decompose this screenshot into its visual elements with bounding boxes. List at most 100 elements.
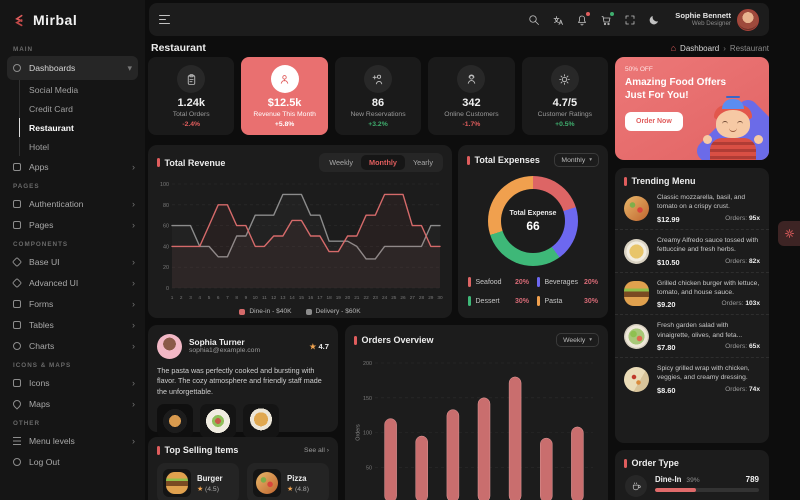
orders-bar-chart: 050100150200OrdersMondayTuesdayWednesday… [345,351,608,500]
notification-badge [585,11,591,16]
tab-weekly[interactable]: Weekly [329,158,354,167]
notifications-bell-icon[interactable] [575,11,591,27]
stat-revenue-month[interactable]: $12.5k Revenue This Month +5.8% [241,57,328,135]
card-title: Order Type [624,458,679,468]
svg-text:8: 8 [235,295,238,300]
star-icon: ★ [309,342,317,351]
svg-text:23: 23 [373,295,379,300]
sidebar-item-base-ui[interactable]: Base UI › [0,251,145,272]
sidebar-item-advanced-ui[interactable]: Advanced UI › [0,272,145,293]
settings-gear-button[interactable] [778,221,800,246]
main-content: Sophie Bennett Web Designer Restaurant ⌂… [145,0,800,500]
total-revenue-card: Total Revenue Weekly Monthly Yearly 0 20 4… [148,145,452,318]
stat-new-reservations[interactable]: 86 New Reservations +3.2% [334,57,422,135]
chevron-right-icon: › [132,198,135,209]
svg-text:19: 19 [336,295,342,300]
stat-total-orders[interactable]: 1.24k Total Orders -2.4% [148,57,235,135]
menu-item-salad[interactable]: Fresh garden salad with vinaigrette, oli… [615,314,769,357]
promo-character-illustration [701,96,765,160]
svg-text:21: 21 [354,295,360,300]
svg-text:18: 18 [326,295,332,300]
customer-review-card: Sophia Turner sophia1@example.com ★ 4.7 … [148,325,338,439]
menu-item-pizza[interactable]: Classic mozzarella, basil, and tomato on… [615,187,769,229]
revenue-period-tabs: Weekly Monthly Yearly [319,153,443,172]
svg-text:100: 100 [160,182,169,188]
sidebar-item-forms[interactable]: Forms › [0,293,145,314]
brand-name: Mirbal [33,12,78,28]
stat-online-customers[interactable]: 342 Online Customers -1.7% [428,57,515,135]
language-icon[interactable] [551,13,565,27]
tab-yearly[interactable]: Yearly [412,158,433,167]
icons-icon [13,378,21,387]
sidebar-item-credit-card[interactable]: Credit Card [29,103,73,114]
box-icon [11,256,23,267]
chevron-right-icon: › [132,277,135,288]
breadcrumb-dashboard[interactable]: Dashboard [680,43,720,53]
power-icon [13,457,21,466]
cart-icon[interactable] [599,11,615,27]
file-icon [13,220,21,229]
review-photo[interactable] [157,404,193,439]
clipboard-icon [177,65,206,93]
stat-customer-ratings[interactable]: 4.7/5 Customer Ratings +0.5% [521,57,609,135]
page-title: Restaurant [151,42,206,54]
breadcrumb-current: Restaurant [729,43,769,53]
sidebar-item-icons[interactable]: Icons › [0,372,145,393]
dashboards-submenu: Social Media Credit Card Restaurant Hote… [19,80,145,156]
sidebar-item-dashboards[interactable]: Dashboards ▾ [7,56,138,80]
orders-period-dropdown[interactable]: Weekly ▾ [556,333,599,347]
sidebar-item-apps[interactable]: Apps › [0,156,145,177]
brand-logo[interactable]: Mirbal [0,0,145,40]
svg-text:26: 26 [400,295,406,300]
card-title: Total Revenue [157,158,226,168]
menu-item-burger[interactable]: Grilled chicken burger with lettuce, tom… [615,271,769,315]
svg-text:30: 30 [437,295,443,300]
reservation-person-icon [364,65,393,93]
sidebar-item-tables[interactable]: Tables › [0,314,145,335]
pizza-image [253,469,281,497]
sidebar-item-maps[interactable]: Maps › [0,393,145,414]
menu-item-pasta[interactable]: Creamy Alfredo sauce tossed with fettucc… [615,228,769,272]
review-text: The pasta was perfectly cooked and burst… [157,366,322,396]
dropdown-arrow-icon: ▾ [589,337,592,343]
orders-overview-card: Orders Overview Weekly▾ 050100150200Orde… [345,325,608,500]
revenue-line-chart: 0 20 40 60 80 100 1 2 3 4 5 6 7 8 9 10 11 12 13 14 15 16 17 18 1… [148,176,452,307]
search-icon[interactable] [527,13,541,27]
review-photo[interactable] [243,404,279,439]
reviewer-avatar [157,334,182,359]
star-icon: ★ [197,485,204,493]
expenses-legend: Seafood 20% Beverages 20% Dessert 30% Pasta… [458,266,608,306]
expenses-period-dropdown[interactable]: Monthly ▾ [554,153,599,167]
sidebar-item-authentication[interactable]: Authentication › [0,193,145,214]
top-item-burger[interactable]: Burger ★ (4.5) [157,463,239,500]
top-item-pizza[interactable]: Pizza ★ (4.8) [247,463,329,500]
menu-item-wrap[interactable]: Spicy grilled wrap with chicken, veggies… [615,357,769,400]
svg-text:50: 50 [366,465,372,471]
sidebar-item-pages[interactable]: Pages › [0,214,145,235]
user-avatar[interactable] [737,8,759,31]
sidebar-item-menu-levels[interactable]: Menu levels › [0,430,145,451]
menu-toggle-icon[interactable] [159,14,170,25]
order-type-dine-in[interactable]: Dine-In 39% 789 [615,470,769,497]
order-now-button[interactable]: Order Now [625,112,683,131]
section-label-other: OTHER [13,420,41,427]
user-menu[interactable]: Sophie Bennett Web Designer [675,8,759,31]
burger-image [624,281,649,307]
dine-in-cup-icon [625,475,647,497]
see-all-link[interactable]: See all › [304,446,329,454]
fullscreen-icon[interactable] [623,13,637,27]
svg-text:15: 15 [299,295,305,300]
svg-text:20: 20 [345,295,351,300]
sidebar-item-restaurant[interactable]: Restaurant [19,118,145,137]
svg-text:29: 29 [428,295,434,300]
sidebar-item-hotel[interactable]: Hotel [29,141,50,152]
sidebar-item-social-media[interactable]: Social Media [29,84,79,95]
svg-text:200: 200 [363,361,372,367]
sidebar-item-logout[interactable]: Log Out [0,451,145,472]
sidebar-item-charts[interactable]: Charts › [0,335,145,356]
review-photo[interactable] [200,404,236,439]
chevron-right-icon: › [132,219,135,230]
tab-monthly[interactable]: Monthly [361,155,405,170]
dark-mode-moon-icon[interactable] [647,13,661,27]
